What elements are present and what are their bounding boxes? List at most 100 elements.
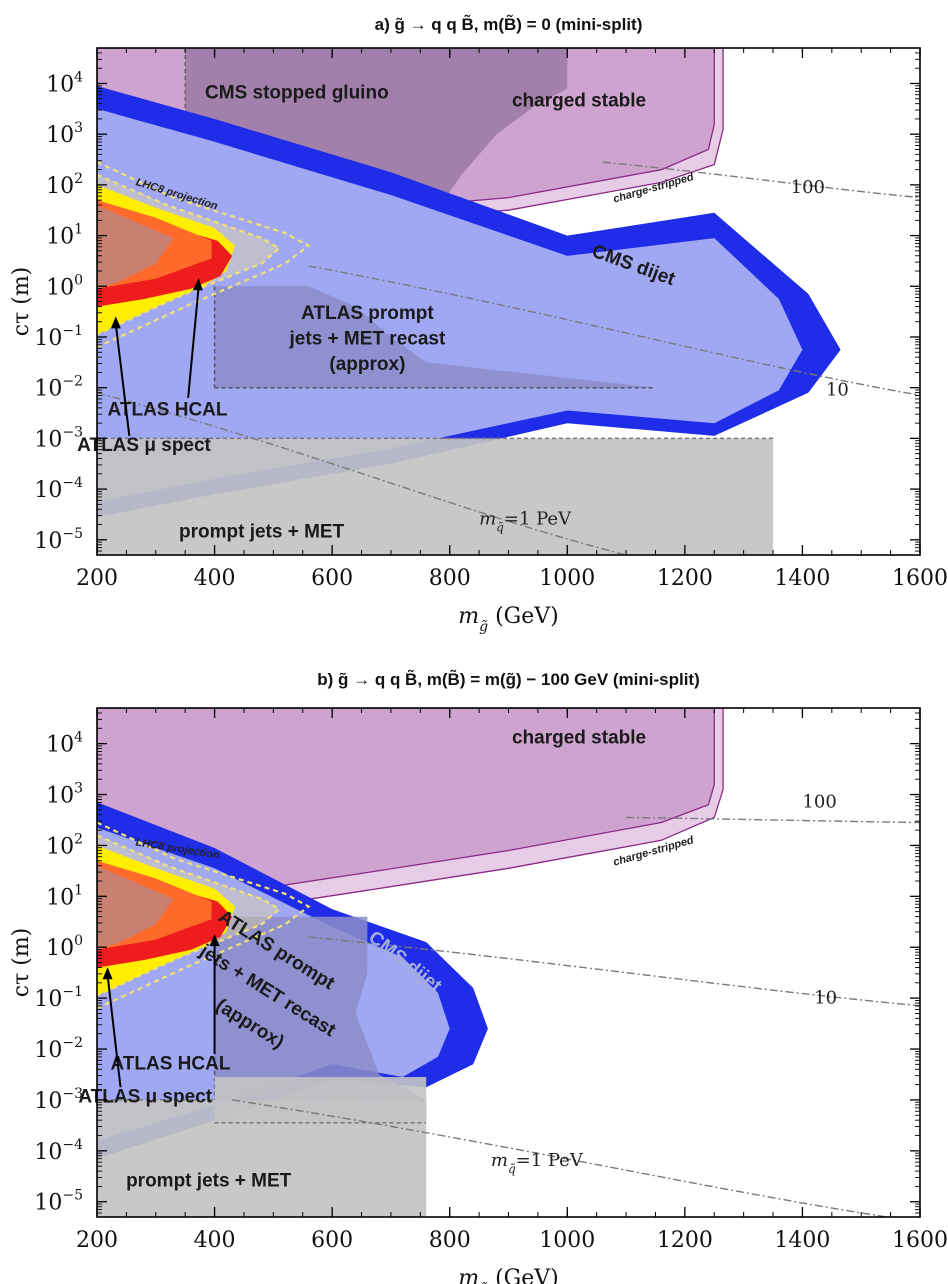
y-tick-base: 10 (34, 1089, 62, 1114)
overlap-core (97, 865, 174, 950)
y-tick-exponent: −4 (62, 1137, 83, 1153)
y-tick-label: 10−4 (34, 1137, 83, 1165)
x-tick-label: 600 (311, 1228, 353, 1253)
x-tick-label: 1200 (657, 1228, 713, 1253)
y-tick-label: 103 (46, 120, 83, 148)
y-tick-label: 102 (46, 831, 83, 859)
arrow-hcal (187, 286, 200, 398)
y-tick-exponent: −2 (62, 1035, 83, 1051)
arrow-head (209, 934, 220, 947)
contour-label-10: 10 (826, 380, 849, 401)
label-charged-stable: charged stable (512, 728, 646, 749)
y-tick-exponent: 2 (74, 831, 83, 847)
x-tick-label: 400 (194, 1228, 236, 1253)
y-tick-label: 101 (46, 882, 83, 910)
cms-dijet-interior (97, 108, 803, 502)
y-tick-exponent: −3 (62, 1086, 83, 1102)
x-axis-label-unit: (GeV) (488, 604, 559, 629)
y-tick-label: 104 (46, 730, 83, 758)
y-tick-exponent: 0 (74, 933, 83, 949)
y-tick-base: 10 (34, 1140, 62, 1165)
x-axis-label: mg̃ (GeV) (458, 604, 558, 635)
chart-panel-b: b) g̃ → q q B̃, m(B̃) = m(g̃) − 100 GeV … (9, 669, 948, 1284)
x-tick-label: 200 (76, 1228, 118, 1253)
x-tick-label: 1000 (539, 566, 595, 591)
lhc8-projection-outer (97, 160, 311, 349)
y-tick-label: 10−5 (34, 1188, 83, 1216)
y-tick-label: 10−4 (34, 475, 83, 503)
x-tick-label: 600 (311, 566, 353, 591)
contour-label-1pev: mq̃=1 PeV (479, 509, 572, 535)
y-tick-base: 10 (34, 1038, 62, 1063)
y-tick-base: 10 (46, 885, 74, 910)
x-tick-label: 1400 (774, 566, 830, 591)
contour-label-sub: q̃ (496, 521, 504, 535)
y-tick-base: 10 (34, 427, 62, 452)
y-tick-base: 10 (46, 275, 74, 300)
y-axis-label: cτ (m) (9, 928, 34, 998)
contour-label-rest: =1 PeV (516, 1150, 584, 1171)
plot-area (97, 48, 920, 555)
y-tick-exponent: −5 (62, 1188, 83, 1204)
y-tick-base: 10 (34, 326, 62, 351)
y-tick-base: 10 (46, 123, 74, 148)
lhc8-projection-outer (97, 821, 311, 1010)
label-atlas-mu-spect: ATLAS μ spect (77, 435, 211, 456)
chart-panel-a: a) g̃ → q q B̃, m(B̃) = 0 (mini-split)10… (9, 14, 948, 635)
contour-label-10: 10 (814, 988, 837, 1009)
y-tick-exponent: −5 (62, 526, 83, 542)
y-tick-exponent: −1 (62, 984, 83, 1000)
contour-label-rest: =1 PeV (504, 509, 572, 530)
contour-label-1pev: mq̃=1 PeV (491, 1150, 584, 1176)
x-axis-label-sub: g̃ (479, 619, 488, 635)
label-atlas-recast-2: jets + MET recast (289, 329, 446, 350)
y-tick-label: 101 (46, 222, 83, 250)
y-tick-exponent: 1 (74, 222, 83, 238)
arrow-head (102, 967, 113, 980)
y-tick-exponent: 0 (74, 272, 83, 288)
x-axis-label-m: m (458, 1266, 479, 1284)
squark-mass-contour (626, 816, 920, 824)
y-tick-base: 10 (46, 225, 74, 250)
label-atlas-hcal: ATLAS HCAL (110, 1053, 230, 1074)
y-tick-exponent: −4 (62, 475, 83, 491)
y-tick-exponent: 2 (74, 171, 83, 187)
y-tick-exponent: 3 (74, 781, 83, 797)
x-tick-label: 1600 (892, 566, 948, 591)
label-atlas-recast-1: ATLAS prompt (301, 303, 434, 324)
y-tick-label: 103 (46, 781, 83, 809)
label-prompt-jets-met: prompt jets + MET (179, 521, 345, 542)
overlap-core (97, 205, 174, 289)
atlas-prompt-recast-region (214, 916, 427, 1100)
y-tick-label: 10−3 (34, 1086, 83, 1114)
y-tick-label: 10−2 (34, 1035, 83, 1063)
x-tick-label: 1400 (774, 1228, 830, 1253)
plot-area (97, 708, 920, 1217)
y-tick-label: 10−5 (34, 526, 83, 554)
contour-label-m: m (491, 1150, 508, 1171)
x-tick-label: 1000 (539, 1228, 595, 1253)
prompt-jets-met-region (214, 1077, 427, 1123)
y-tick-label: 100 (46, 933, 83, 961)
atlas-prompt-recast-region (214, 286, 656, 388)
prompt-jets-met-region (97, 438, 774, 555)
label-cms-stopped-gluino: CMS stopped gluino (205, 83, 389, 104)
x-tick-label: 1200 (657, 566, 713, 591)
y-tick-label: 104 (46, 69, 83, 97)
chart-title: a) g̃ → q q B̃, m(B̃) = 0 (mini-split) (375, 14, 643, 34)
contour-label-sub: q̃ (508, 1162, 516, 1176)
label-atlas-recast-3: (approx) (329, 354, 405, 375)
squark-mass-contour (308, 265, 920, 396)
x-axis-label-sub: g̃ (479, 1281, 488, 1284)
contour-label-m: m (479, 509, 496, 530)
y-tick-exponent: −2 (62, 374, 83, 390)
x-axis-label-m: m (458, 604, 479, 629)
y-tick-base: 10 (46, 72, 74, 97)
squark-mass-contour (602, 161, 920, 199)
y-tick-exponent: 4 (74, 69, 83, 85)
arrow-mu-spect (106, 975, 122, 1088)
y-tick-label: 10−2 (34, 374, 83, 402)
arrow-mu-spect (114, 324, 131, 436)
x-tick-label: 1600 (892, 1228, 948, 1253)
